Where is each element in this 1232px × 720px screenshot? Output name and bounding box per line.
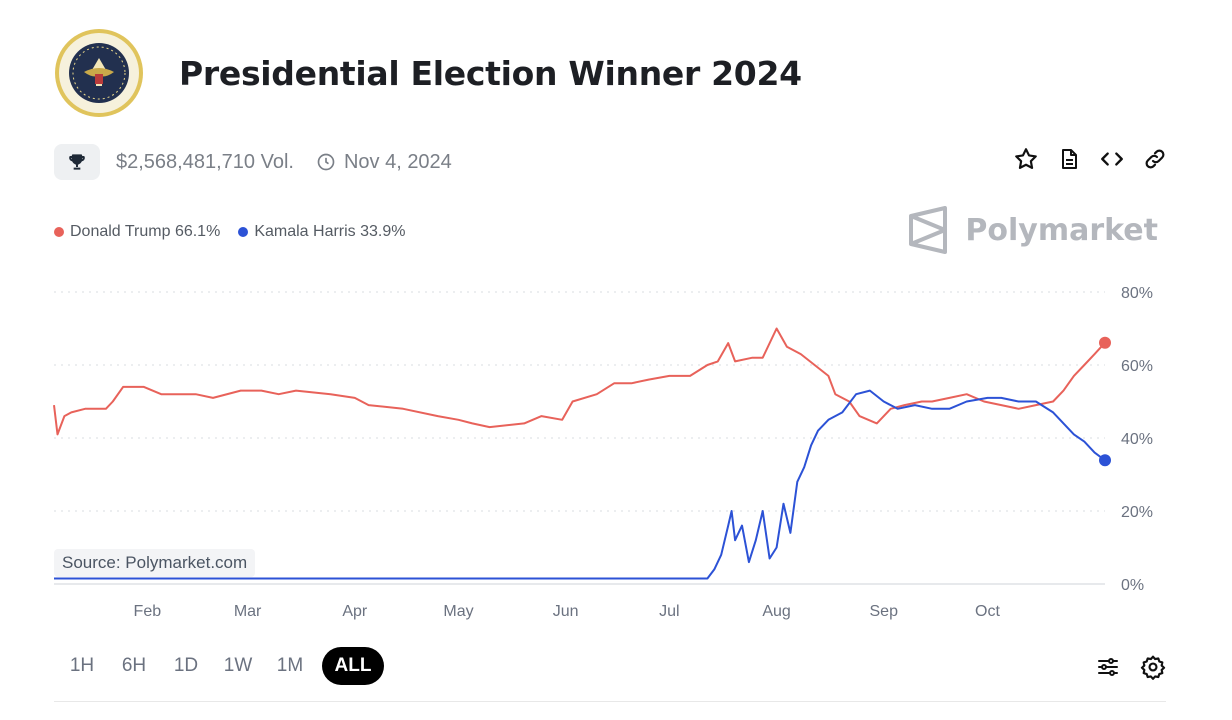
legend-label-trump: Donald Trump 66.1% <box>70 223 221 240</box>
end-date: Nov 4, 2024 <box>316 151 452 174</box>
y-tick-label: 20% <box>1121 504 1153 521</box>
legend-item-trump[interactable]: Donald Trump 66.1% <box>54 223 220 241</box>
brand-name: Polymarket <box>965 212 1158 248</box>
x-tick-label: Apr <box>342 603 368 620</box>
y-tick-label: 0% <box>1121 577 1144 594</box>
x-tick-label: Feb <box>134 603 162 620</box>
time-range-selector: 1H 6H 1D 1W 1M ALL <box>56 647 384 685</box>
range-1w-button[interactable]: 1W <box>223 655 253 676</box>
source-label: Source: Polymarket.com <box>54 549 256 577</box>
range-1h-button[interactable]: 1H <box>69 655 95 676</box>
embed-button[interactable] <box>1099 146 1125 172</box>
legend-item-harris[interactable]: Kamala Harris 33.9% <box>238 223 405 241</box>
x-tick-label: Jul <box>659 603 679 620</box>
chart-series <box>53 327 1111 580</box>
date-text: Nov 4, 2024 <box>343 150 452 173</box>
market-meta: $2,568,481,710 Vol. Nov 4, 2024 <box>54 144 452 180</box>
series-end-point-kamala-harris[interactable] <box>1099 454 1111 467</box>
action-icons <box>1013 146 1168 172</box>
range-1m-button[interactable]: 1M <box>276 655 304 676</box>
legend-dot-harris <box>238 227 249 237</box>
y-tick-label: 60% <box>1121 358 1153 375</box>
market-header: Presidential Election Winner 2024 <box>54 28 802 118</box>
y-tick-label: 40% <box>1121 431 1153 448</box>
page-title: Presidential Election Winner 2024 <box>179 53 802 93</box>
presidential-seal-icon <box>55 29 143 117</box>
star-icon <box>1015 148 1037 169</box>
sliders-icon[interactable] <box>1096 655 1120 679</box>
clock-icon <box>317 153 335 171</box>
legend-dot-trump <box>54 227 64 237</box>
volume-text: $2,568,481,710 Vol. <box>116 150 294 173</box>
favorite-button[interactable] <box>1013 146 1039 172</box>
document-icon <box>1062 149 1077 169</box>
polymarket-watermark: Polymarket <box>907 206 1158 254</box>
trophy-icon <box>69 154 85 170</box>
series-end-point-donald-trump[interactable] <box>1099 336 1111 349</box>
chart-controls <box>1096 654 1166 680</box>
legend-label-harris: Kamala Harris 33.9% <box>254 223 406 240</box>
chart-grid <box>54 291 1105 585</box>
x-tick-label: Sep <box>870 603 899 620</box>
series-line-kamala-harris <box>54 389 1106 580</box>
gear-icon[interactable] <box>1140 654 1166 680</box>
x-tick-label: Mar <box>234 603 262 620</box>
range-6h-button[interactable]: 6H <box>121 655 147 676</box>
polymarket-logo-icon <box>909 206 948 254</box>
x-tick-label: Aug <box>762 603 790 620</box>
rules-button[interactable] <box>1056 146 1082 172</box>
chart-legend: Donald Trump 66.1% Kamala Harris 33.9% <box>54 223 423 241</box>
chart-axis-ticks: 0% 20% 40% 60% 80% Feb Mar Apr May Jun Jul Aug Sep Oc… <box>134 285 1153 620</box>
bottom-divider <box>54 701 1166 702</box>
y-tick-label: 80% <box>1121 285 1153 302</box>
copy-link-button[interactable] <box>1142 146 1168 172</box>
x-tick-label: May <box>443 603 473 620</box>
link-icon <box>1145 149 1165 169</box>
x-tick-label: Oct <box>975 603 1000 620</box>
code-icon <box>1101 152 1123 166</box>
range-1d-button[interactable]: 1D <box>173 655 199 676</box>
range-all-button[interactable]: ALL <box>322 647 384 685</box>
series-line-donald-trump <box>53 327 1106 436</box>
x-tick-label: Jun <box>553 603 579 620</box>
trophy-button[interactable] <box>54 144 100 180</box>
